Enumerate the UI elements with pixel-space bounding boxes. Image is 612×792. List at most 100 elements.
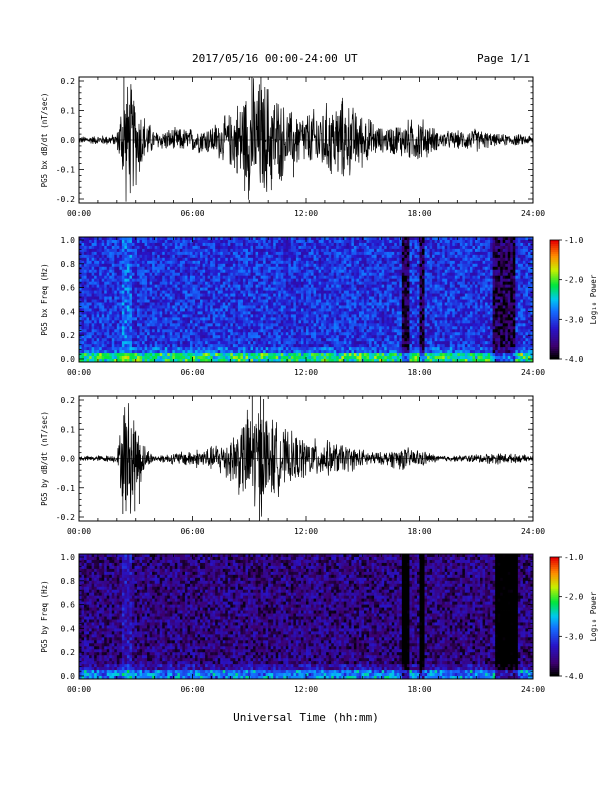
spectrogram-cell <box>270 287 274 291</box>
spectrogram-cell <box>227 272 231 277</box>
spectrogram-cell <box>232 251 236 256</box>
spectrogram-cell <box>220 278 224 283</box>
spectrogram-cell <box>356 329 360 333</box>
spectrogram-cell <box>366 356 370 360</box>
spectrogram-cell <box>184 272 188 277</box>
spectrogram-cell <box>94 317 98 321</box>
spectrogram-cell <box>99 356 103 360</box>
spectrogram-cell <box>348 311 352 315</box>
spectrogram-cell <box>235 257 239 262</box>
spectrogram-cell <box>316 272 320 277</box>
spectrogram-cell <box>169 242 173 247</box>
spectrogram-cell <box>217 311 221 315</box>
spectrogram-cell <box>96 272 100 277</box>
spectrogram-cell <box>210 305 214 309</box>
spectrogram-cell <box>104 335 108 339</box>
spectrogram-cell <box>235 237 239 241</box>
spectrogram-cell <box>159 326 163 330</box>
spectrogram-cell <box>109 314 113 318</box>
spectrogram-cell <box>167 332 171 336</box>
spectrogram-cell <box>227 338 231 342</box>
spectrogram-cell <box>177 263 181 268</box>
spectrogram-cell <box>313 359 317 363</box>
spectrogram-cell <box>313 242 317 247</box>
spectrogram-cell <box>114 293 118 297</box>
spectrogram-cell <box>222 323 226 327</box>
spectrogram-cell <box>142 284 145 288</box>
spectrogram-cell <box>197 338 201 342</box>
spectrogram-cell <box>200 332 203 336</box>
spectrogram-cell <box>215 356 219 360</box>
spectrogram-cell <box>164 257 168 262</box>
spectrogram-cell <box>169 275 173 280</box>
spectrogram-cell <box>152 311 156 315</box>
spectrogram-cell <box>217 314 221 318</box>
spectrogram-cell <box>164 260 168 265</box>
spectrogram-cell <box>333 302 337 306</box>
spectrogram-cell <box>195 269 198 274</box>
spectrogram-cell <box>144 281 148 286</box>
spectrogram-cell <box>300 257 304 262</box>
spectrogram-cell <box>101 335 105 339</box>
spectrogram-cell <box>96 341 100 345</box>
spectrogram-cell <box>101 320 105 324</box>
spectrogram-cell <box>177 305 181 309</box>
spectrogram-cell <box>326 353 330 357</box>
spectrogram-cell <box>81 266 85 271</box>
spectrogram-cell <box>134 338 138 342</box>
spectrogram-cell <box>283 341 287 345</box>
spectrogram-cell <box>131 305 135 309</box>
spectrogram-cell <box>106 287 110 291</box>
spectrogram-cell <box>212 278 216 283</box>
spectrogram-cell <box>265 338 269 342</box>
spectrogram-cell <box>172 281 176 286</box>
spectrogram-cell <box>308 275 312 280</box>
spectrogram-cell <box>215 347 219 351</box>
spectrogram-cell <box>116 353 120 357</box>
spectrogram-cell <box>260 308 264 312</box>
spectrogram-cell <box>265 314 269 318</box>
spectrogram-cell <box>152 257 156 262</box>
spectrogram-cell <box>149 293 153 297</box>
spectrogram-cell <box>189 335 193 339</box>
spectrogram-cell <box>169 359 173 363</box>
spectrogram-cell <box>134 344 138 348</box>
spectrogram-cell <box>364 248 367 253</box>
spectrogram-cell <box>290 269 294 274</box>
spectrogram-cell <box>255 239 259 244</box>
spectrogram-cell <box>154 320 158 324</box>
spectrogram-cell <box>187 356 191 360</box>
spectrogram-cell <box>157 326 161 330</box>
spectrogram-cell <box>99 323 103 327</box>
spectrogram-cell <box>197 260 201 265</box>
spectrogram-cell <box>152 293 156 297</box>
spectrogram-cell <box>250 263 254 268</box>
spectrogram-cell <box>366 242 370 247</box>
spectrogram-cell <box>369 311 372 315</box>
spectrogram-cell <box>116 311 120 315</box>
spectrogram-cell <box>273 263 277 268</box>
spectrogram-cell <box>255 293 259 297</box>
spectrogram-cell <box>265 257 269 262</box>
spectrogram-cell <box>336 353 340 357</box>
spectrogram-cell <box>361 344 365 348</box>
spectrogram-cell <box>273 326 277 330</box>
spectrogram-cell <box>278 242 282 247</box>
spectrogram-cell <box>333 281 337 286</box>
spectrogram-cell <box>212 260 216 265</box>
spectrogram-cell <box>84 257 87 262</box>
spectrogram-cell <box>99 299 103 303</box>
spectrogram-cell <box>275 305 279 309</box>
spectrogram-cell <box>328 296 332 300</box>
spectrogram-cell <box>79 356 82 360</box>
spectrogram-cell <box>197 254 201 259</box>
spectrogram-cell <box>268 293 272 297</box>
spectrogram-cell <box>142 326 145 330</box>
spectrogram-cell <box>81 287 85 291</box>
spectrogram-cell <box>142 296 145 300</box>
spectrogram-cell <box>313 314 317 318</box>
spectrogram-cell <box>303 275 307 280</box>
spectrogram-cell <box>99 275 103 280</box>
spectrogram-cell <box>341 269 345 274</box>
spectrogram-cell <box>144 347 148 351</box>
